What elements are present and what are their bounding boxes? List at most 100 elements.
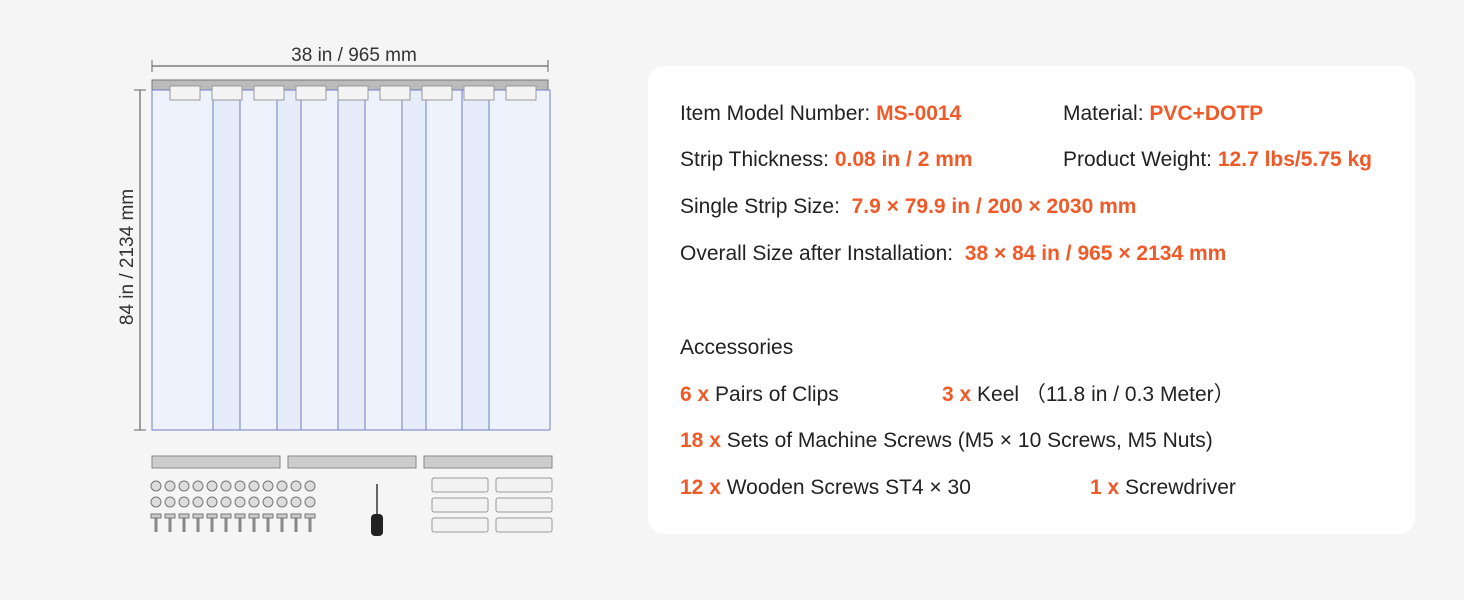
accessories-illustration xyxy=(150,455,553,536)
accessory-qty: 18 x xyxy=(680,429,721,452)
strip xyxy=(401,89,427,431)
machine-screw xyxy=(220,496,232,508)
clip xyxy=(337,85,369,101)
machine-screw xyxy=(234,480,246,492)
machine-screw xyxy=(206,480,218,492)
accessory: 18 x Sets of Machine Screws (M5 × 10 Scr… xyxy=(680,429,1213,453)
spec: Single Strip Size: 7.9 × 79.9 in / 200 ×… xyxy=(680,195,1136,219)
machine-screw xyxy=(248,496,260,508)
accessories-title: Accessories xyxy=(680,336,794,359)
clip xyxy=(211,85,243,101)
clip xyxy=(253,85,285,101)
spec: Product Weight: 12.7 lbs/5.75 kg xyxy=(1063,148,1372,172)
accessory-qty: 6 x xyxy=(680,383,710,406)
spec: Strip Thickness: 0.08 in / 2 mm xyxy=(680,148,973,172)
spec-label: Material: xyxy=(1063,102,1144,125)
machine-screw xyxy=(164,496,176,508)
clip-pair xyxy=(431,517,489,533)
width-label: 38 in / 965 mm xyxy=(291,45,417,66)
keel xyxy=(287,455,417,469)
spec-label: Item Model Number: xyxy=(680,102,871,125)
wooden-screw-head xyxy=(304,513,316,519)
machine-screw xyxy=(276,496,288,508)
clip-pair xyxy=(431,477,489,493)
machine-screw xyxy=(262,480,274,492)
clip xyxy=(379,85,411,101)
strip xyxy=(151,89,214,431)
accessory: 6 x Pairs of Clips xyxy=(680,383,839,407)
machine-screw xyxy=(192,496,204,508)
wooden-screw-head xyxy=(150,513,162,519)
accessory-qty: 3 x xyxy=(942,383,972,406)
spec-label: Strip Thickness: xyxy=(680,148,829,171)
wooden-screw-head xyxy=(276,513,288,519)
machine-screw xyxy=(304,480,316,492)
machine-screw xyxy=(262,496,274,508)
accessory-name: Screwdriver xyxy=(1125,476,1236,499)
wooden-screw-head xyxy=(192,513,204,519)
machine-screw xyxy=(248,480,260,492)
wooden-screw-head xyxy=(206,513,218,519)
spec: Overall Size after Installation: 38 × 84… xyxy=(680,242,1226,266)
strip xyxy=(364,89,403,431)
clip-pair xyxy=(431,497,489,513)
strips xyxy=(151,85,551,431)
keel xyxy=(151,455,281,469)
machine-screw xyxy=(290,496,302,508)
machine-screw xyxy=(178,480,190,492)
wooden-screw-head xyxy=(262,513,274,519)
spec-label: Product Weight: xyxy=(1063,148,1213,171)
machine-screw xyxy=(234,496,246,508)
machine-screw xyxy=(192,480,204,492)
clip xyxy=(169,85,201,101)
strip xyxy=(461,89,490,431)
machine-screw xyxy=(276,480,288,492)
strip xyxy=(425,89,463,431)
machine-screw xyxy=(304,496,316,508)
spec-value: MS-0014 xyxy=(876,102,962,125)
wooden-screw-head xyxy=(178,513,190,519)
clip xyxy=(505,85,537,101)
clip-pair xyxy=(495,517,553,533)
clip-pair xyxy=(495,497,553,513)
clip xyxy=(295,85,327,101)
spec-value: 0.08 in / 2 mm xyxy=(834,148,973,171)
product-illustration: 38 in / 965 mm 84 in / 2134 mm xyxy=(117,45,553,536)
machine-screw xyxy=(220,480,232,492)
accessory-qty: 1 x xyxy=(1090,476,1120,499)
machine-screw xyxy=(150,496,162,508)
spec: Material: PVC+DOTP xyxy=(1063,102,1263,126)
spec-value: 7.9 × 79.9 in / 200 × 2030 mm xyxy=(851,195,1137,218)
accessory: 3 x Keel （11.8 in / 0.3 Meter） xyxy=(942,383,1235,407)
clip xyxy=(463,85,495,101)
spec-label: Overall Size after Installation: xyxy=(680,242,954,265)
wooden-screw-head xyxy=(234,513,246,519)
spec-value: 38 × 84 in / 965 × 2134 mm xyxy=(964,242,1227,265)
strip xyxy=(300,89,339,431)
spec: Item Model Number: MS-0014 xyxy=(680,102,961,126)
wooden-screw-head xyxy=(164,513,176,519)
wooden-screw-head xyxy=(220,513,232,519)
wooden-screw-head xyxy=(290,513,302,519)
strip xyxy=(276,89,302,431)
spec-value: PVC+DOTP xyxy=(1149,102,1264,125)
keel xyxy=(423,455,553,469)
clip-pair xyxy=(495,477,553,493)
accessory-qty: 12 x xyxy=(680,476,721,499)
strip xyxy=(488,89,551,431)
accessory-name: Sets of Machine Screws (M5 × 10 Screws, … xyxy=(726,429,1213,452)
machine-screw xyxy=(178,496,190,508)
strip xyxy=(337,89,366,431)
wooden-screw-head xyxy=(248,513,260,519)
strip xyxy=(212,89,241,431)
accessory-name: Keel xyxy=(977,383,1020,406)
accessory-note: （11.8 in / 0.3 Meter） xyxy=(1024,383,1235,406)
accessory-name: Wooden Screws ST4 × 30 xyxy=(726,476,971,499)
machine-screw xyxy=(290,480,302,492)
accessory: 12 x Wooden Screws ST4 × 30 xyxy=(680,476,971,500)
screwdriver-handle xyxy=(371,514,383,536)
accessory: 1 x Screwdriver xyxy=(1090,476,1236,500)
clip xyxy=(421,85,453,101)
machine-screw xyxy=(150,480,162,492)
